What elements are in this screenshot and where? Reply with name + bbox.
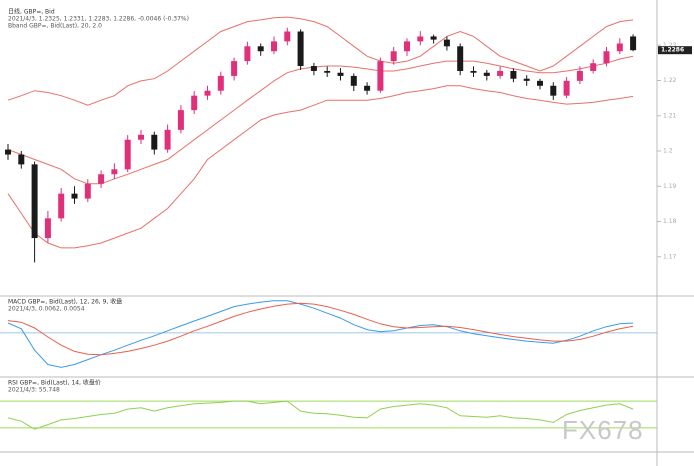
candle-body bbox=[18, 154, 25, 165]
bollinger-band bbox=[7, 55, 634, 185]
y-tick-label: 1.18 bbox=[663, 218, 677, 225]
candle-body bbox=[590, 63, 597, 71]
y-tick-label: 1.2 bbox=[663, 148, 673, 155]
candle-body bbox=[271, 41, 277, 52]
candle-body bbox=[457, 46, 464, 71]
candle-body bbox=[576, 70, 583, 81]
candle-body bbox=[84, 183, 91, 199]
candle-body bbox=[616, 43, 623, 52]
y-tick-label: 1.22 bbox=[663, 77, 677, 84]
last-price-label: 1.2286 bbox=[661, 47, 684, 54]
candle-body bbox=[497, 70, 504, 76]
candle-body bbox=[124, 139, 131, 170]
candle-body bbox=[58, 193, 65, 219]
title: MACD GBP=, Bid(Last), 12, 26, 9, 收盘 bbox=[8, 298, 122, 306]
candle-body bbox=[98, 174, 105, 184]
indicator-line bbox=[7, 302, 634, 356]
y-tick-label: 1.21 bbox=[663, 112, 677, 119]
candle-body bbox=[151, 134, 158, 150]
title: RSI GBP=, Bid(Last), 14, 收盘价 bbox=[8, 379, 101, 387]
candle-body bbox=[430, 36, 437, 40]
candle-body bbox=[630, 36, 637, 51]
candle-body bbox=[297, 31, 304, 67]
indicator-line bbox=[7, 400, 634, 430]
candle-body bbox=[404, 41, 410, 52]
candle-body bbox=[44, 218, 51, 239]
candle-body bbox=[523, 78, 530, 81]
candle-body bbox=[470, 70, 477, 73]
candle-body bbox=[377, 61, 384, 91]
candle-body bbox=[390, 51, 397, 62]
candle-body bbox=[244, 46, 251, 62]
candle-body bbox=[443, 39, 450, 47]
candle-body bbox=[563, 80, 570, 96]
candle-body bbox=[191, 95, 198, 111]
candle-body bbox=[310, 66, 317, 71]
candle-body bbox=[177, 110, 184, 130]
indicator-label: Bband GBP=, Bid(Last), 20, 2.0 bbox=[8, 23, 102, 30]
subtitle: 2021/4/3, 1.2325, 1.2331, 1.2283, 1.2286… bbox=[8, 16, 189, 23]
candle-body bbox=[337, 72, 344, 76]
candle-body bbox=[417, 36, 424, 42]
candle-body bbox=[217, 75, 224, 91]
candle-body bbox=[111, 169, 118, 175]
subtitle: 2021/4/3: 55.748 bbox=[8, 387, 60, 394]
candle-body bbox=[31, 164, 38, 239]
last-price-tag bbox=[658, 46, 692, 55]
candle-body bbox=[204, 90, 211, 96]
candle-body bbox=[364, 85, 371, 91]
candle-body bbox=[324, 70, 331, 73]
candle-body bbox=[603, 51, 610, 64]
candle-body bbox=[164, 129, 171, 150]
bollinger-band bbox=[7, 85, 634, 249]
candle-body bbox=[138, 134, 144, 140]
bollinger-band bbox=[7, 16, 634, 106]
watermark: FX678 bbox=[562, 415, 644, 445]
candle-body bbox=[537, 80, 543, 86]
y-tick-label: 1.17 bbox=[663, 253, 677, 260]
candle-body bbox=[483, 72, 490, 76]
candle-body bbox=[5, 149, 11, 155]
indicator-line bbox=[7, 300, 634, 368]
candle-body bbox=[284, 31, 291, 42]
y-tick-label: 1.19 bbox=[663, 183, 677, 190]
y-tick-label: 1.23 bbox=[663, 42, 677, 49]
candle-body bbox=[71, 193, 78, 199]
candle-body bbox=[550, 85, 557, 96]
subtitle: 2021/4/3, 0.0062, 0.0054 bbox=[8, 306, 85, 313]
candle-body bbox=[350, 75, 357, 86]
title: 日线, GBP=, Bid bbox=[8, 8, 55, 16]
candle-body bbox=[257, 46, 264, 52]
candle-body bbox=[231, 61, 238, 76]
candle-body bbox=[510, 70, 517, 79]
